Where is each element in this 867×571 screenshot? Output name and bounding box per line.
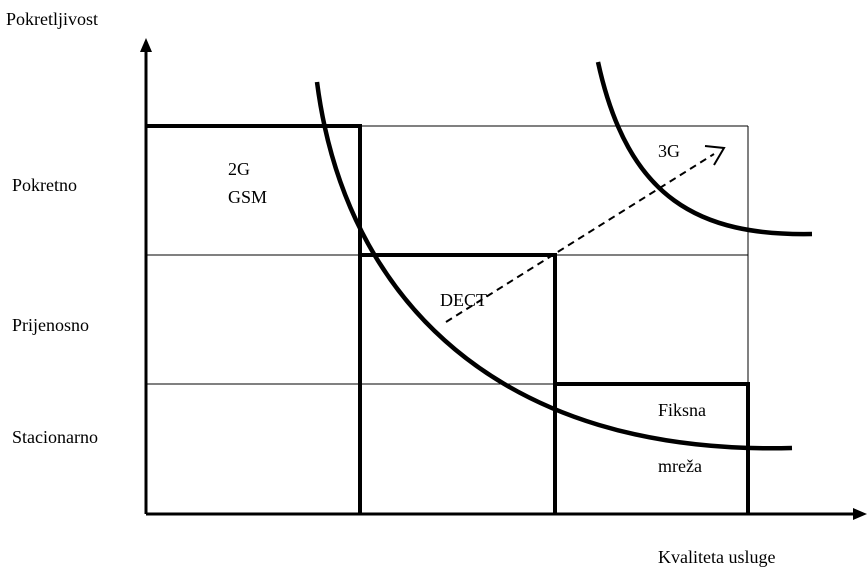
region-3g-label: 3G xyxy=(658,141,680,161)
grid xyxy=(146,125,749,385)
x-axis-arrow-icon xyxy=(853,508,867,520)
evolution-arrow xyxy=(445,153,715,323)
boundary-dect xyxy=(360,253,557,514)
region-boundaries xyxy=(146,124,750,514)
capability-curve-main xyxy=(314,81,793,451)
boundary-fixed xyxy=(555,382,750,514)
y-axis-label: Pokretljivost xyxy=(6,9,99,29)
region-network-label: mreža xyxy=(658,456,702,476)
region-2g-label: 2G xyxy=(228,159,250,179)
x-axis-label: Kvaliteta usluge xyxy=(658,547,776,567)
y-axis-arrow-icon xyxy=(140,38,152,52)
level-portable: Prijenosno xyxy=(12,315,90,335)
boundary-2g xyxy=(146,124,362,514)
evolution-arrow-head-icon xyxy=(704,145,726,166)
region-dect-label: DECT xyxy=(440,290,487,310)
region-gsm-label: GSM xyxy=(228,187,268,207)
capability-curve-3g xyxy=(595,61,813,237)
region-fixed-label: Fiksna xyxy=(658,400,707,420)
level-stationary: Stacionarno xyxy=(12,427,98,447)
axes xyxy=(144,48,858,516)
level-mobile: Pokretno xyxy=(12,175,77,195)
